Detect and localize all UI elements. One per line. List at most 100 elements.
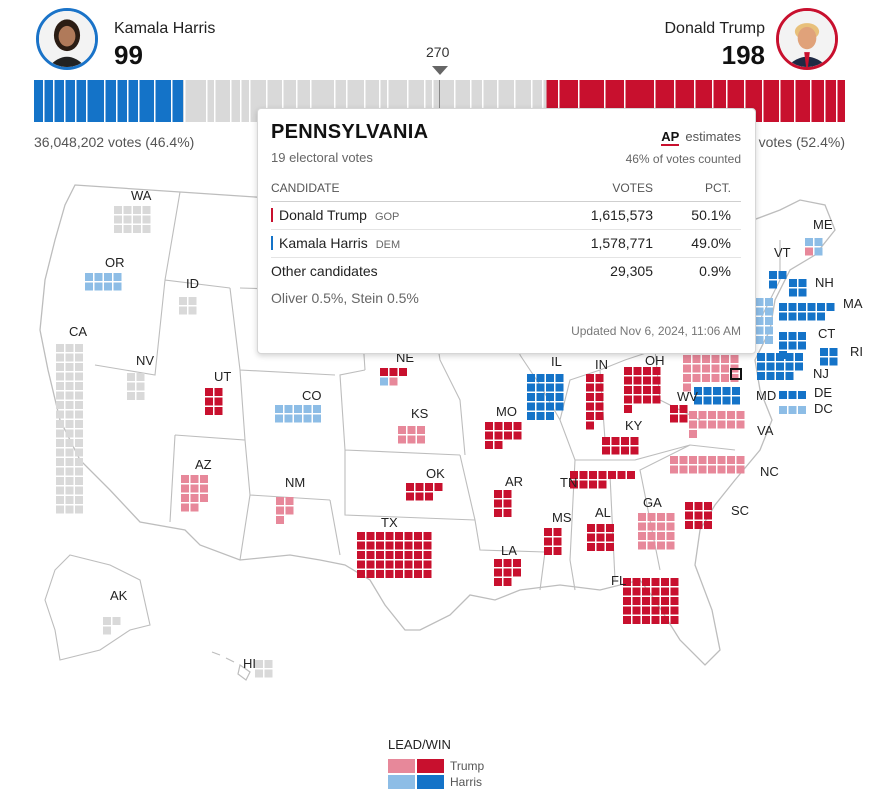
trump-name: Donald Trump bbox=[664, 20, 766, 37]
electoral-vote-tile bbox=[798, 406, 806, 414]
electoral-vote-tile bbox=[776, 372, 784, 380]
electoral-vote-tile bbox=[721, 355, 729, 363]
state-ms[interactable] bbox=[544, 528, 562, 555]
electoral-vote-tile bbox=[586, 374, 594, 382]
electoral-vote-tile bbox=[596, 524, 605, 532]
state-ma[interactable] bbox=[779, 303, 835, 321]
state-nh[interactable] bbox=[789, 279, 807, 297]
electoral-vote-tile bbox=[785, 372, 794, 380]
state-ga[interactable] bbox=[638, 513, 675, 550]
electoral-vote-tile bbox=[544, 537, 552, 546]
state-wv[interactable] bbox=[670, 405, 688, 423]
state-va[interactable] bbox=[689, 411, 745, 438]
electoral-vote-tile bbox=[623, 578, 631, 586]
state-ct[interactable] bbox=[779, 332, 806, 359]
electoral-vote-tile bbox=[113, 273, 122, 281]
state-tn[interactable] bbox=[570, 471, 635, 489]
state-or[interactable] bbox=[85, 273, 122, 291]
state-nc[interactable] bbox=[670, 456, 745, 474]
electoral-vote-tile bbox=[683, 364, 691, 373]
state-oh[interactable] bbox=[624, 367, 661, 413]
state-ks[interactable] bbox=[398, 426, 425, 444]
state-ne[interactable] bbox=[380, 368, 407, 386]
state-vt[interactable] bbox=[769, 271, 787, 289]
candidate-votes: 29,305 bbox=[610, 263, 653, 279]
trump-marker bbox=[271, 208, 273, 222]
state-id[interactable] bbox=[179, 297, 197, 315]
electoral-vote-tile bbox=[200, 494, 208, 502]
electoral-vote-tile bbox=[494, 499, 502, 508]
state-divider bbox=[542, 80, 544, 122]
electoral-vote-tile bbox=[703, 396, 712, 405]
state-fl[interactable] bbox=[623, 578, 679, 624]
state-nm[interactable] bbox=[276, 497, 294, 524]
electoral-vote-tile bbox=[104, 273, 112, 281]
electoral-vote-tile bbox=[544, 547, 552, 555]
electoral-vote-tile bbox=[181, 484, 189, 493]
electoral-vote-tile bbox=[75, 439, 83, 447]
electoral-vote-tile bbox=[642, 616, 650, 624]
electoral-vote-tile bbox=[708, 465, 716, 474]
electoral-vote-tile bbox=[698, 456, 707, 464]
electoral-vote-tile bbox=[736, 420, 745, 429]
state-nv[interactable] bbox=[127, 373, 145, 400]
state-md[interactable] bbox=[694, 387, 740, 405]
state-divider bbox=[424, 80, 426, 122]
electoral-vote-tile bbox=[85, 282, 93, 291]
state-de[interactable] bbox=[779, 391, 806, 399]
state-nj[interactable] bbox=[757, 353, 803, 380]
state-tx[interactable] bbox=[357, 532, 432, 578]
state-ak[interactable] bbox=[103, 617, 121, 635]
state-il[interactable] bbox=[527, 374, 564, 420]
electoral-vote-tile bbox=[633, 367, 642, 375]
electoral-vote-tile bbox=[205, 397, 213, 406]
state-hi[interactable] bbox=[255, 660, 273, 678]
state-divider bbox=[432, 80, 434, 122]
electoral-vote-tile bbox=[717, 411, 726, 419]
electoral-vote-tile bbox=[736, 456, 745, 464]
electoral-vote-tile bbox=[652, 367, 661, 375]
state-la[interactable] bbox=[494, 559, 521, 586]
state-label-co: CO bbox=[302, 388, 322, 403]
state-co[interactable] bbox=[275, 405, 321, 423]
electoral-vote-tile bbox=[136, 382, 145, 391]
state-ky[interactable] bbox=[602, 437, 639, 455]
electoral-vote-tile bbox=[670, 616, 679, 624]
electoral-vote-tile bbox=[670, 597, 679, 605]
electoral-vote-tile bbox=[503, 578, 512, 586]
electoral-vote-tile bbox=[632, 606, 641, 615]
state-label-ga: GA bbox=[643, 495, 662, 510]
state-divider bbox=[346, 80, 348, 122]
electoral-vote-tile bbox=[805, 238, 813, 246]
state-ar[interactable] bbox=[494, 490, 512, 517]
electoral-vote-tile bbox=[623, 606, 631, 615]
state-ca[interactable] bbox=[56, 344, 83, 514]
electoral-vote-tile bbox=[546, 412, 554, 420]
state-divider bbox=[266, 80, 268, 122]
electoral-vote-tile bbox=[553, 537, 562, 546]
electoral-vote-tile bbox=[276, 516, 284, 524]
state-ok[interactable] bbox=[406, 483, 443, 501]
state-divider bbox=[379, 80, 381, 122]
electoral-vote-tile bbox=[114, 225, 122, 233]
electoral-vote-tile bbox=[536, 393, 545, 401]
state-al[interactable] bbox=[587, 524, 614, 551]
state-me[interactable] bbox=[805, 238, 823, 256]
electoral-vote-tile bbox=[694, 387, 702, 395]
electoral-vote-tile bbox=[638, 513, 646, 521]
state-in[interactable] bbox=[586, 374, 604, 430]
electoral-vote-tile bbox=[817, 312, 825, 321]
state-ut[interactable] bbox=[205, 388, 223, 415]
electoral-vote-tile bbox=[698, 411, 707, 419]
electoral-vote-tile bbox=[666, 541, 675, 550]
candidate-pct: 49.0% bbox=[691, 235, 731, 251]
state-sc[interactable] bbox=[685, 502, 712, 529]
state-az[interactable] bbox=[181, 475, 208, 512]
electoral-vote-tile bbox=[75, 401, 83, 409]
electoral-vote-tile bbox=[624, 405, 632, 413]
state-ri[interactable] bbox=[820, 348, 838, 366]
state-dc[interactable] bbox=[779, 406, 806, 414]
state-divider bbox=[836, 80, 838, 122]
state-wa[interactable] bbox=[114, 206, 151, 233]
state-mo[interactable] bbox=[485, 422, 522, 449]
